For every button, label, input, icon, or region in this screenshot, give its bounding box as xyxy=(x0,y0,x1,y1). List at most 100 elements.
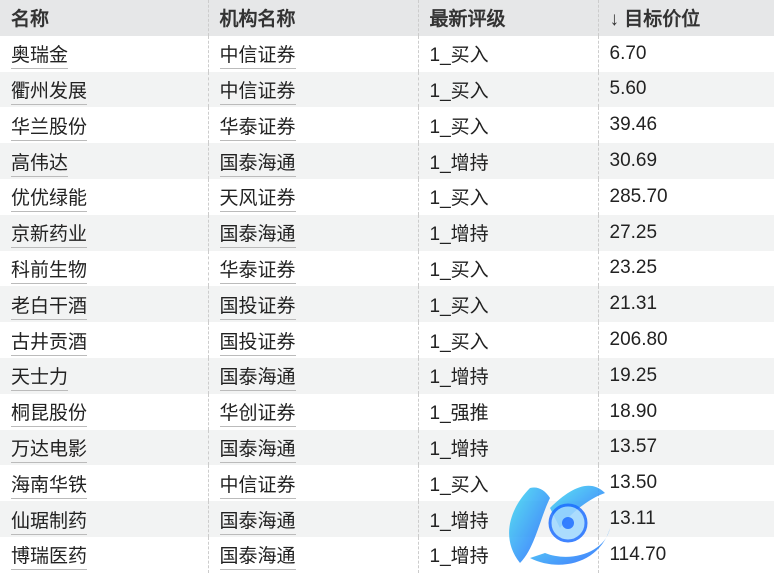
rating-cell: 1_买入 xyxy=(429,45,489,67)
stock-name-cell: 科前生物 xyxy=(0,250,209,287)
institution-link[interactable]: 中信证券 xyxy=(219,474,296,499)
table-row: 老白干酒 国投证券 1_买入 21.31 xyxy=(0,286,774,323)
institution-cell: 中信证券 xyxy=(208,35,419,72)
table-row: 优优绿能 天风证券 1_买入 285.70 xyxy=(0,178,774,215)
institution-cell: 华创证券 xyxy=(208,393,419,430)
header-target-price[interactable]: ↓ 目标价位 xyxy=(598,0,774,36)
institution-cell: 华泰证券 xyxy=(208,250,419,287)
target-price-cell: 13.57 xyxy=(598,429,774,466)
stock-name-link[interactable]: 万达电影 xyxy=(11,438,88,463)
stock-name-link[interactable]: 老白干酒 xyxy=(11,295,88,320)
stock-name-link[interactable]: 仙琚制药 xyxy=(11,510,88,535)
rating-cell: 1_增持 xyxy=(429,152,489,174)
institution-link[interactable]: 国泰海通 xyxy=(219,546,296,571)
stock-name-link[interactable]: 华兰股份 xyxy=(11,116,88,141)
institution-link[interactable]: 国泰海通 xyxy=(219,224,296,249)
institution-cell: 国泰海通 xyxy=(208,214,419,251)
institution-cell: 中信证券 xyxy=(208,465,419,502)
rating-cell: 1_增持 xyxy=(418,429,599,466)
institution-link[interactable]: 国泰海通 xyxy=(219,438,296,463)
rating-cell: 1_买入 xyxy=(429,116,489,138)
table-row: 华兰股份 华泰证券 1_买入 39.46 xyxy=(0,107,774,144)
institution-link[interactable]: 国泰海通 xyxy=(219,152,296,177)
stock-name-link[interactable]: 京新药业 xyxy=(11,224,88,249)
table-row: 天士力 国泰海通 1_增持 19.25 xyxy=(0,357,774,394)
table-row: 海南华铁 中信证券 1_买入 13.50 xyxy=(0,465,774,502)
target-price-cell: 27.25 xyxy=(598,214,774,251)
stock-name-link[interactable]: 奥瑞金 xyxy=(11,45,69,70)
institution-cell: 天风证券 xyxy=(208,178,419,215)
stock-name-cell: 高伟达 xyxy=(0,143,209,179)
stock-name-cell: 衢州发展 xyxy=(0,71,209,108)
target-price-cell: 13.11 xyxy=(598,501,774,537)
table-row: 古井贡酒 国投证券 1_买入 206.80 xyxy=(0,322,774,358)
institution-link[interactable]: 国泰海通 xyxy=(219,510,296,535)
institution-link[interactable]: 华泰证券 xyxy=(219,259,296,284)
stock-name-cell: 万达电影 xyxy=(0,429,209,466)
stock-name-link[interactable]: 海南华铁 xyxy=(11,474,88,499)
stock-name-cell: 桐昆股份 xyxy=(0,393,209,430)
rating-cell: 1_增持 xyxy=(418,143,599,179)
rating-cell: 1_增持 xyxy=(429,546,489,568)
institution-cell: 中信证券 xyxy=(208,71,419,108)
institution-cell: 国投证券 xyxy=(208,322,419,358)
institution-link[interactable]: 中信证券 xyxy=(219,80,296,105)
stock-name-link[interactable]: 天士力 xyxy=(11,367,69,392)
target-price-cell: 39.46 xyxy=(609,114,658,136)
target-price-cell: 13.57 xyxy=(609,436,658,458)
stock-name-link[interactable]: 科前生物 xyxy=(11,259,88,284)
stock-name-cell: 京新药业 xyxy=(0,214,209,251)
institution-link[interactable]: 国投证券 xyxy=(219,331,296,356)
institution-link[interactable]: 华泰证券 xyxy=(219,116,296,141)
institution-link[interactable]: 天风证券 xyxy=(219,188,296,213)
institution-link[interactable]: 国投证券 xyxy=(219,295,296,320)
target-price-cell: 6.70 xyxy=(609,42,647,64)
target-price-cell: 21.31 xyxy=(609,293,658,315)
stock-name-link[interactable]: 衢州发展 xyxy=(11,80,88,105)
table-row: 科前生物 华泰证券 1_买入 23.25 xyxy=(0,250,774,287)
target-price-cell: 30.69 xyxy=(609,150,658,172)
rating-cell: 1_增持 xyxy=(418,501,599,537)
table-row: 衢州发展 中信证券 1_买入 5.60 xyxy=(0,71,774,108)
target-price-cell: 206.80 xyxy=(598,322,774,358)
rating-cell: 1_增持 xyxy=(429,438,489,460)
target-price-cell: 30.69 xyxy=(598,143,774,179)
table-row: 万达电影 国泰海通 1_增持 13.57 xyxy=(0,429,774,466)
stock-name-link[interactable]: 古井贡酒 xyxy=(11,331,88,356)
header-rating[interactable]: 最新评级 xyxy=(418,0,599,36)
target-price-cell: 18.90 xyxy=(598,394,774,430)
institution-cell: 华泰证券 xyxy=(208,107,419,144)
rating-cell: 1_增持 xyxy=(418,214,599,251)
stock-name-link[interactable]: 博瑞医药 xyxy=(11,546,88,571)
target-price-cell: 13.50 xyxy=(598,465,774,501)
rating-cell: 1_买入 xyxy=(418,322,599,358)
stock-name-cell: 优优绿能 xyxy=(0,178,209,215)
stock-name-cell: 天士力 xyxy=(0,357,209,394)
stock-name-cell: 古井贡酒 xyxy=(0,322,209,358)
rating-cell: 1_买入 xyxy=(429,474,489,496)
stock-name-link[interactable]: 桐昆股份 xyxy=(11,403,88,428)
rating-cell: 1_买入 xyxy=(418,465,599,502)
stock-name-link[interactable]: 优优绿能 xyxy=(11,188,88,213)
institution-link[interactable]: 华创证券 xyxy=(219,403,296,428)
stock-name-link[interactable]: 高伟达 xyxy=(11,152,69,177)
target-price-cell: 5.60 xyxy=(609,78,647,100)
sort-down-icon: ↓ xyxy=(609,9,620,31)
header-institution[interactable]: 机构名称 xyxy=(208,0,419,36)
target-price-cell: 5.60 xyxy=(598,71,774,108)
institution-link[interactable]: 中信证券 xyxy=(219,45,296,70)
header-name[interactable]: 名称 xyxy=(0,0,209,36)
target-price-cell: 19.25 xyxy=(609,364,658,386)
institution-cell: 国泰海通 xyxy=(208,357,419,394)
target-price-cell: 285.70 xyxy=(609,185,668,207)
target-price-cell: 19.25 xyxy=(598,357,774,394)
target-price-cell: 23.25 xyxy=(598,251,774,287)
header-label: 目标价位 xyxy=(624,9,701,31)
institution-cell: 国泰海通 xyxy=(208,536,419,573)
stock-name-cell: 海南华铁 xyxy=(0,465,209,502)
header-row: 名称 机构名称 最新评级 ↓ 目标价位 xyxy=(0,0,774,36)
rating-cell: 1_买入 xyxy=(429,259,489,281)
institution-link[interactable]: 国泰海通 xyxy=(219,367,296,392)
target-price-cell: 6.70 xyxy=(598,36,774,72)
